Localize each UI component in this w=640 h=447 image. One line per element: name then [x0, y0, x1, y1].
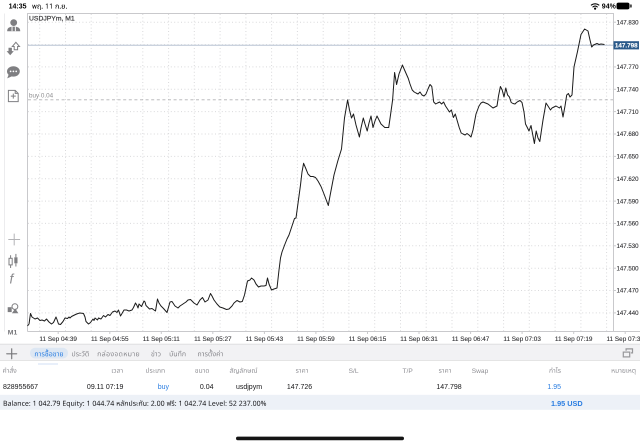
svg-text:09.11 07:19: 09.11 07:19: [87, 384, 124, 391]
svg-text:11 Sep 07:03: 11 Sep 07:03: [503, 336, 541, 343]
svg-text:S/L: S/L: [349, 368, 359, 375]
svg-text:11 Sep 04:39: 11 Sep 04:39: [39, 336, 77, 343]
svg-text:11 Sep 05:11: 11 Sep 05:11: [143, 336, 181, 343]
svg-text:0.04: 0.04: [200, 384, 214, 391]
svg-text:Swap: Swap: [472, 368, 489, 375]
svg-text:11 Sep 05:59: 11 Sep 05:59: [297, 336, 335, 343]
svg-text:147.620: 147.620: [617, 176, 640, 183]
svg-text:T/P: T/P: [402, 368, 413, 375]
svg-text:11 Sep 06:15: 11 Sep 06:15: [349, 336, 387, 343]
svg-text:147.470: 147.470: [617, 288, 640, 295]
svg-text:147.740: 147.740: [617, 86, 640, 93]
svg-text:147.770: 147.770: [617, 64, 640, 71]
svg-text:147.440: 147.440: [617, 310, 640, 317]
svg-text:147.500: 147.500: [617, 265, 640, 272]
svg-text:f: f: [10, 272, 15, 287]
svg-text:USDJPYm, M1: USDJPYm, M1: [29, 15, 75, 22]
svg-text:147.680: 147.680: [617, 131, 640, 138]
svg-text:147.798: 147.798: [436, 384, 461, 391]
svg-text:14:35: 14:35: [9, 4, 27, 11]
svg-text:1.95 USD: 1.95 USD: [551, 399, 583, 408]
svg-text:11 Sep 05:27: 11 Sep 05:27: [194, 336, 232, 343]
svg-text:147.830: 147.830: [617, 19, 640, 26]
svg-text:11 Sep 06:31: 11 Sep 06:31: [400, 336, 438, 343]
svg-text:11 Sep 07:19: 11 Sep 07:19: [555, 336, 593, 343]
svg-text:11 Sep 04:55: 11 Sep 04:55: [91, 336, 129, 343]
svg-text:147.710: 147.710: [617, 109, 640, 116]
svg-text:usdjpym: usdjpym: [236, 384, 262, 391]
svg-text:buy 0.04: buy 0.04: [29, 93, 54, 100]
svg-text:147.560: 147.560: [617, 221, 640, 228]
svg-text:147.530: 147.530: [617, 243, 640, 250]
svg-text:buy: buy: [158, 384, 170, 391]
svg-text:147.798: 147.798: [615, 42, 638, 49]
svg-text:828955667: 828955667: [3, 384, 38, 391]
svg-text:147.650: 147.650: [617, 154, 640, 161]
svg-text:94%: 94%: [602, 4, 617, 11]
svg-text:11 Sep 06:47: 11 Sep 06:47: [452, 336, 490, 343]
svg-text:11 Sep 07:35: 11 Sep 07:35: [606, 336, 640, 343]
svg-text:M1: M1: [8, 329, 18, 336]
svg-text:1.95: 1.95: [547, 384, 561, 391]
svg-text:11 Sep 05:43: 11 Sep 05:43: [246, 336, 284, 343]
svg-text:147.726: 147.726: [287, 384, 312, 391]
svg-text:147.590: 147.590: [617, 198, 640, 205]
